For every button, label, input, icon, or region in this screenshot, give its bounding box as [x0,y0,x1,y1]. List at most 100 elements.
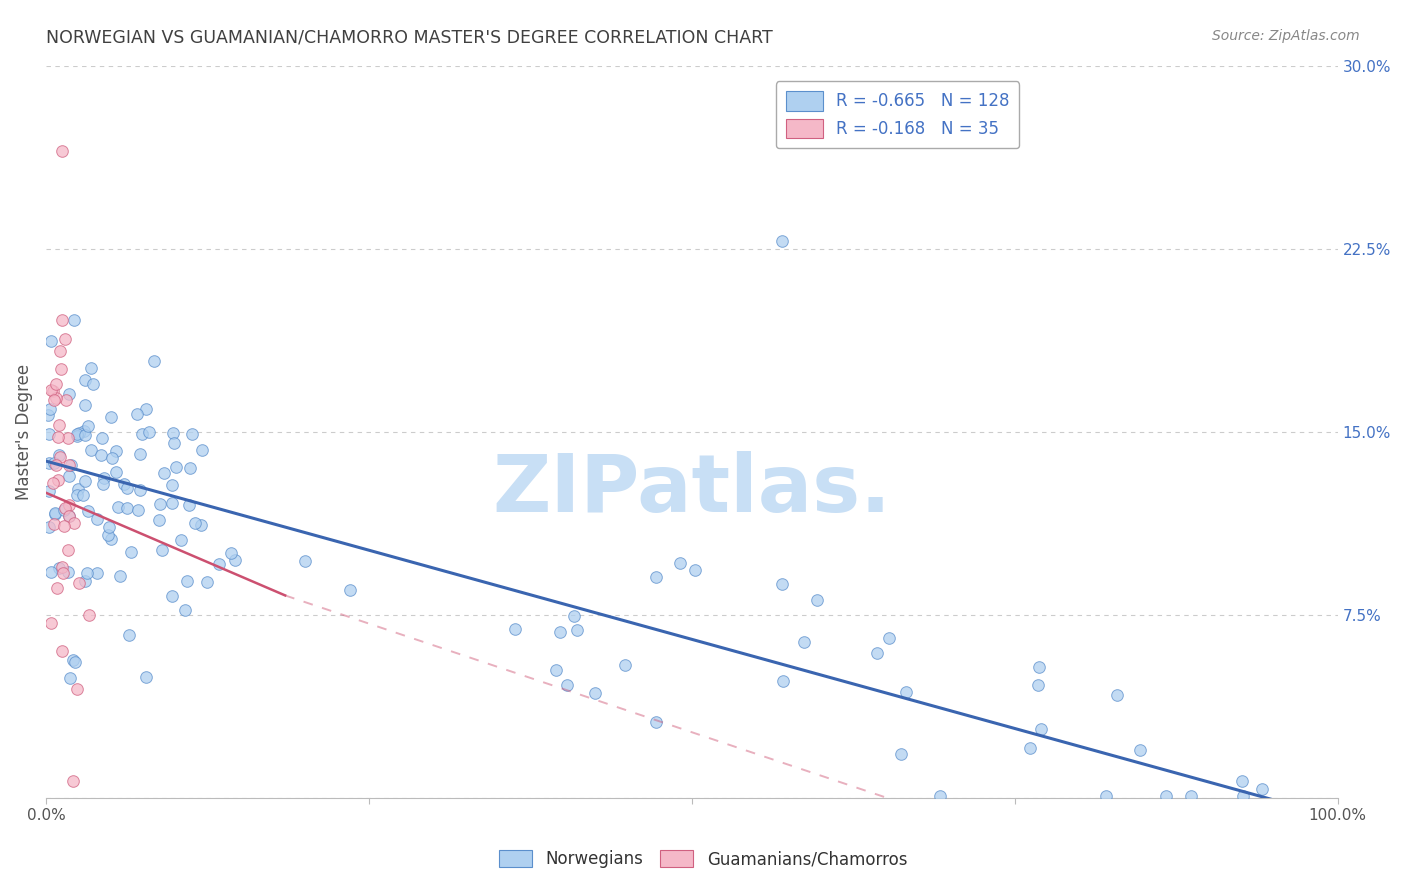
Point [66,426,89,441]
Point [39,615,62,630]
Point [63,655,86,669]
Point [772,576,794,591]
Point [112,476,135,491]
Point [793,634,815,648]
Point [66,483,89,497]
Point [131,426,153,441]
Point [138,425,160,439]
Point [1107,688,1129,702]
Point [58,508,80,523]
Point [565,623,588,637]
Point [562,609,585,624]
Point [115,501,138,516]
Point [56,431,79,445]
Point [107,500,129,514]
Point [58,458,80,473]
Point [90,448,112,462]
Point [67,576,90,591]
Point [108,569,131,583]
Point [645,570,668,584]
Point [75,474,97,488]
Point [44,506,66,520]
Point [41,476,63,491]
Point [44,392,66,407]
Point [294,554,316,568]
Point [148,497,170,511]
Point [39,334,62,348]
Point [195,574,218,589]
Point [128,483,150,498]
Point [58,498,80,512]
Point [56,542,79,557]
Point [44,507,66,521]
Legend: Norwegians, Guamanians/Chamorros: Norwegians, Guamanians/Chamorros [492,843,914,875]
Point [38,401,60,416]
Point [135,670,157,684]
Point [51,362,73,376]
Point [162,425,184,440]
Point [1028,678,1050,692]
Point [63,312,86,326]
Point [66,488,89,502]
Point [77,419,100,434]
Point [127,407,149,421]
Point [46,473,69,487]
Point [42,384,65,399]
Point [60,458,83,473]
Point [97,528,120,542]
Point [143,354,166,368]
Point [162,589,184,603]
Point [208,557,231,571]
Point [928,789,950,803]
Point [73,373,96,387]
Point [179,499,201,513]
Point [1232,789,1254,803]
Point [58,509,80,524]
Point [1154,789,1177,803]
Point [1128,743,1150,757]
Point [67,426,90,441]
Point [52,566,75,580]
Point [38,519,60,533]
Point [176,574,198,589]
Point [150,542,173,557]
Point [76,566,98,580]
Point [77,607,100,622]
Point [555,678,578,692]
Point [614,657,637,672]
Point [45,391,67,405]
Point [174,603,197,617]
Point [82,377,104,392]
Point [100,409,122,424]
Point [75,398,97,412]
Point [100,533,122,547]
Point [101,450,124,465]
Text: Source: ZipAtlas.com: Source: ZipAtlas.com [1212,29,1360,43]
Point [49,450,72,465]
Point [46,581,69,595]
Point [865,646,887,660]
Point [129,447,152,461]
Point [105,465,128,479]
Point [55,393,77,408]
Point [152,467,174,481]
Point [806,593,828,607]
Point [105,443,128,458]
Point [127,503,149,517]
Point [39,566,62,580]
Point [44,456,66,470]
Point [53,332,76,346]
Point [191,443,214,458]
Point [62,652,84,666]
Point [44,517,66,532]
Point [668,556,690,570]
Point [170,533,193,548]
Point [772,673,794,688]
Point [41,383,63,397]
Point [1095,789,1118,803]
Point [51,644,73,658]
Point [73,574,96,588]
Point [51,144,73,158]
Point [45,376,67,391]
Point [894,685,917,699]
